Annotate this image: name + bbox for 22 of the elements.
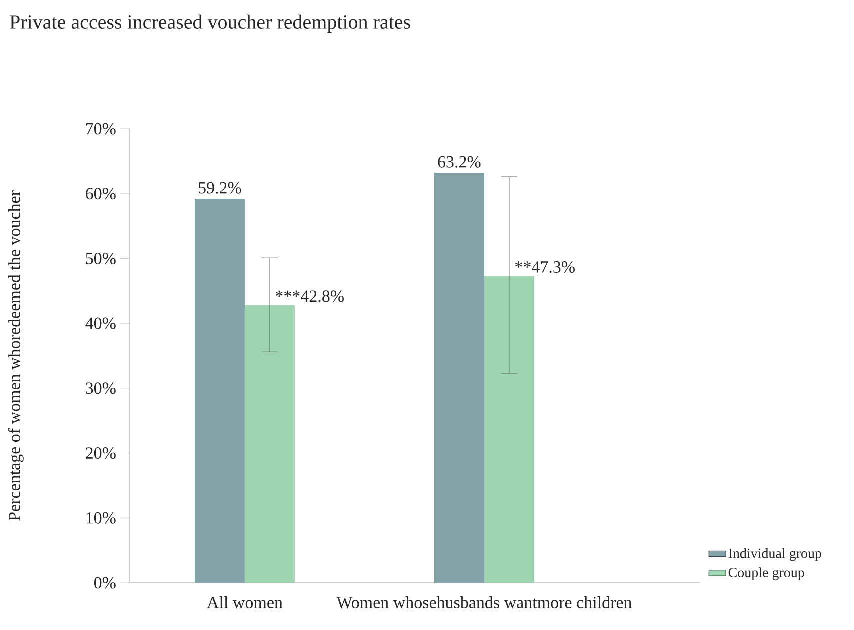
y-tick-label: 30% [86,382,116,394]
y-tick-label: 20% [86,448,116,460]
bar [194,199,245,583]
legend-label: Couple group [728,568,804,580]
data-label: ***42.8% [276,290,344,302]
x-tick-label: Women whosehusbands wantmore children [336,596,632,609]
data-label: **47.3% [515,261,575,274]
y-tick-label: 60% [86,188,116,200]
legend-label: Individual group [728,548,822,562]
data-label: 59.2% [198,182,242,194]
y-tick-label: 0% [94,577,116,589]
bar [434,173,484,583]
data-label: 63.2% [438,156,481,168]
y-tick-label: 10% [86,512,116,524]
bar [244,305,295,583]
y-tick-label: 40% [86,318,116,330]
chart-title: Private access increased voucher redemption rates [10,14,410,34]
y-tick-label: 50% [86,252,116,264]
y-axis-title: Percentage of women whoredeemed the voucher [8,190,24,521]
y-tick-label: 70% [86,123,116,135]
bar [484,276,534,583]
x-tick-label: All women [207,596,283,608]
